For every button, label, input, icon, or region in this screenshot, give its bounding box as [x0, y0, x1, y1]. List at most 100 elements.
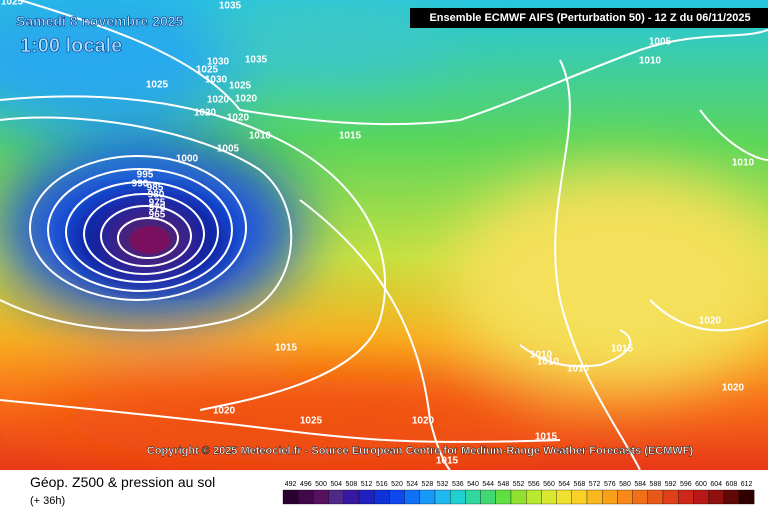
isobar-label: 970	[149, 203, 166, 214]
isobar-label: 1035	[245, 55, 268, 66]
scale-label: 540	[467, 481, 479, 488]
scale-label: 612	[741, 481, 753, 488]
isobar-label: 1020	[235, 94, 258, 105]
scale-label: 492	[285, 481, 297, 488]
scale-swatch	[526, 489, 542, 505]
isobar-label: 1015	[535, 432, 558, 443]
isobar-label: 995	[137, 170, 154, 181]
local-time: 1:00 locale	[20, 35, 122, 57]
scale-label: 604	[710, 481, 722, 488]
scale-label: 524	[406, 481, 418, 488]
scale-label: 504	[330, 481, 342, 488]
isobar-label: 1020	[213, 406, 236, 417]
scale-label: 500	[315, 481, 327, 488]
scale-swatch	[434, 489, 451, 505]
scale-swatch	[586, 489, 603, 505]
scale-swatch	[510, 489, 527, 505]
scale-swatch	[541, 489, 557, 505]
scale-swatch	[602, 489, 618, 505]
date: Samedi 8 novembre 2025	[16, 13, 184, 29]
scale-swatch	[738, 489, 755, 505]
map-background	[0, 0, 768, 470]
scale-swatch	[693, 489, 709, 505]
isobar-label: 965	[149, 210, 166, 221]
isobar-label: 1025	[196, 65, 219, 76]
footer-title: Géop. Z500 & pression au sol	[30, 474, 215, 490]
scale-label: 568	[574, 481, 586, 488]
scale-label: 556	[528, 481, 540, 488]
scale-swatch	[495, 489, 512, 505]
scale-swatch	[678, 489, 694, 505]
scale-label: 512	[361, 481, 373, 488]
scale-swatch	[647, 489, 664, 505]
isobar-label: 1005	[217, 144, 240, 155]
scale-swatch	[358, 489, 375, 505]
isobar-label: 1025	[229, 81, 252, 92]
scale-label: 536	[452, 481, 464, 488]
isobar-label: 1035	[219, 1, 242, 12]
scale-swatch	[556, 489, 572, 505]
scale-label: 544	[482, 481, 494, 488]
isobar-label: 1010	[732, 158, 755, 169]
isobar-label: 975	[149, 198, 166, 209]
scale-label: 600	[695, 481, 707, 488]
model-banner	[410, 8, 768, 28]
isobar-label: 1015	[436, 456, 459, 467]
isobar-label: 1015	[339, 131, 362, 142]
scale-swatch	[708, 489, 724, 505]
color-scale: 492 496 500 504 508 512 516 520 524 528 532 536 540 5…	[282, 481, 755, 505]
scale-swatch	[571, 489, 588, 505]
isobar-label: 1020	[194, 108, 217, 119]
scale-swatch	[662, 489, 679, 505]
scale-label: 584	[634, 481, 646, 488]
scale-swatch	[723, 489, 740, 505]
scale-label: 560	[543, 481, 555, 488]
scale-swatch	[617, 489, 633, 505]
scale-label: 572	[589, 481, 601, 488]
isobar-label: 1020	[227, 113, 250, 124]
isobar-label: 1015	[275, 343, 298, 354]
isobar-label: 1020	[699, 316, 722, 327]
scale-label: 528	[422, 481, 434, 488]
copyright: Copyright © 2025 Meteociel.fr - Source E…	[147, 445, 694, 457]
isobar-label: 1020	[722, 383, 745, 394]
scale-label: 532	[437, 481, 449, 488]
scale-label: 576	[604, 481, 616, 488]
scale-swatch	[298, 489, 314, 505]
isobar-label: 1010	[537, 357, 560, 368]
lead-time: (+ 36h)	[30, 495, 65, 507]
scale-swatch	[450, 489, 466, 505]
scale-swatch	[389, 489, 405, 505]
scale-label: 580	[619, 481, 631, 488]
scale-label: 496	[300, 481, 312, 488]
scale-label: 596	[680, 481, 692, 488]
scale-label: 588	[650, 481, 662, 488]
isobar-label: 1030	[205, 75, 228, 86]
isobar-label: 1010	[530, 350, 553, 361]
isobar-label: 1010	[249, 131, 272, 142]
scale-swatch	[465, 489, 481, 505]
isobar-label: 1025	[300, 416, 323, 427]
isobar-label: 1015	[611, 344, 634, 355]
isobar-label: 980	[148, 190, 165, 201]
isobar-label: 1005	[649, 37, 672, 48]
isobar-label: 1020	[412, 416, 435, 427]
scale-swatch	[419, 489, 436, 505]
isobar-label: 1010	[639, 56, 662, 67]
isobar-label: 985	[147, 183, 164, 194]
scale-swatch	[632, 489, 648, 505]
scale-label: 520	[391, 481, 403, 488]
isobar-label: 1025	[146, 80, 169, 91]
isobar-label: 990	[132, 179, 149, 190]
isobars	[0, 0, 768, 470]
scale-swatch	[374, 489, 390, 505]
model-info: Ensemble ECMWF AIFS (Perturbation 50) - …	[429, 12, 750, 24]
scale-label: 548	[498, 481, 510, 488]
scale-label: 516	[376, 481, 388, 488]
scale-swatch	[328, 489, 344, 505]
isobar-label: 1030	[207, 57, 230, 68]
scale-swatch	[282, 489, 299, 505]
scale-label: 508	[346, 481, 358, 488]
